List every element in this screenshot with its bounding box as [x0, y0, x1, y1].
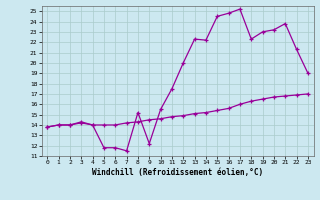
X-axis label: Windchill (Refroidissement éolien,°C): Windchill (Refroidissement éolien,°C): [92, 168, 263, 177]
